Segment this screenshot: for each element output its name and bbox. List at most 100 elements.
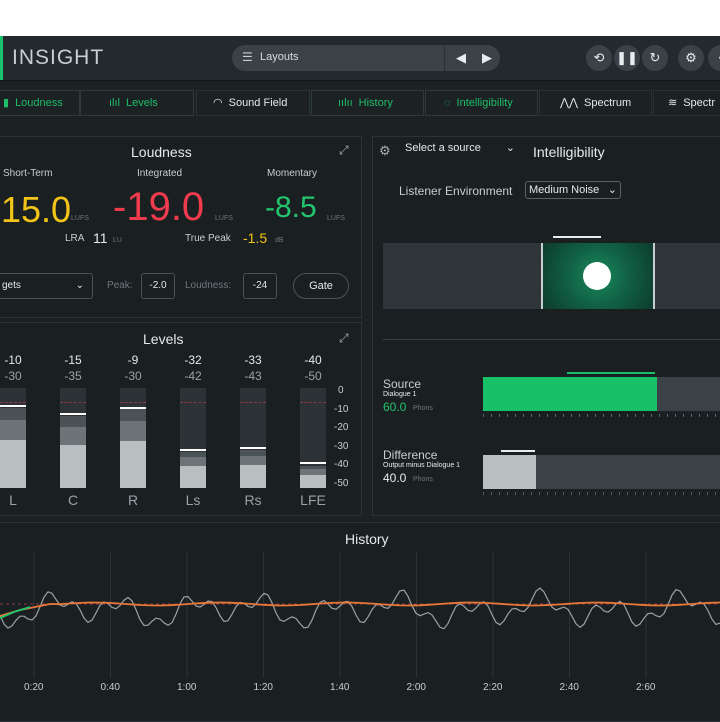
peak-label: Peak: (107, 280, 133, 291)
layouts-selector[interactable]: ☰ Layouts ◀ ▶ (232, 45, 500, 71)
channel-label: Rs (244, 492, 262, 508)
meter-fill-mid (240, 455, 266, 465)
meter-ls (180, 388, 206, 488)
integrated-label: Integrated (137, 168, 183, 179)
gate-button[interactable]: Gate (293, 273, 349, 299)
expand-icon[interactable]: ⤢ (339, 331, 349, 345)
channel-label: Ls (185, 492, 201, 508)
top-bar: INSIGHT ☰ Layouts ◀ ▶ ⟲ ❚❚ ↻ ⚙ • (0, 36, 720, 81)
pause-icon[interactable]: ❚❚ (614, 45, 640, 71)
chevron-down-icon: ⌄ (505, 142, 515, 154)
tab-label: Loudness (15, 97, 63, 109)
tab-history[interactable]: ıılıı History (311, 90, 424, 116)
next-layout-button[interactable]: ▶ (482, 50, 492, 65)
source-bar-fill (483, 377, 657, 411)
meter-rms-value: -30 (124, 369, 142, 383)
more-icon[interactable]: • (708, 45, 720, 71)
meter-peak-marker (180, 449, 206, 451)
source-select-label: Select a source (405, 142, 481, 154)
layouts-divider (444, 45, 445, 71)
listener-environment-dropdown[interactable]: Medium Noise ⌄ (525, 181, 621, 199)
scale-tick-label: -20 (334, 422, 349, 433)
difference-scale-ticks (483, 492, 720, 495)
tab-levels[interactable]: ılıl Levels (80, 90, 194, 116)
history-title: History (345, 531, 389, 547)
meter-peak-value: -32 (184, 353, 202, 367)
tab-label: History (358, 97, 393, 109)
meter-fill-top (240, 450, 266, 456)
meter-r (120, 388, 146, 488)
meter-fill-top (120, 409, 146, 421)
meter-peak-marker (60, 413, 86, 415)
lra-label: LRA (65, 233, 85, 244)
momentary-unit: LUFS (327, 215, 345, 222)
tab-loudness[interactable]: ▮ Loudness (0, 90, 80, 116)
source-bar-track (483, 377, 720, 411)
brand-accent (0, 36, 3, 80)
meter-peak-marker (0, 405, 26, 407)
tab-spectrogram[interactable]: ≋ Spectr (653, 90, 720, 116)
targets-dropdown[interactable]: gets ⌄ (0, 273, 93, 299)
gear-icon[interactable]: ⚙ (379, 143, 391, 158)
tab-spectrum[interactable]: ⋀⋀ Spectrum (539, 90, 652, 116)
meter-fill-top (60, 416, 86, 427)
meter-peak-marker (120, 407, 146, 409)
channel-label: LFE (300, 492, 326, 508)
levels-icon: ılıl (109, 97, 120, 109)
meter-rms-value: -50 (304, 369, 322, 383)
peak-input[interactable]: -2.0 (141, 273, 175, 299)
momentary-label: Momentary (267, 168, 318, 179)
headphones-icon: ◠ (213, 97, 223, 109)
meter-peak-value: -33 (244, 353, 262, 367)
history-time-label: 2:00 (406, 682, 426, 693)
meter-rms-value: -35 (64, 369, 82, 383)
sync-icon[interactable]: ↻ (642, 45, 668, 71)
tab-intelligibility[interactable]: ◌ Intelligibility (425, 90, 538, 116)
scale-tick-label: -10 (334, 403, 349, 415)
meter-fill (60, 445, 86, 488)
source-unit: Phons (413, 405, 433, 412)
bar-icon: ▮ (3, 97, 10, 109)
loudness-title: Loudness (131, 144, 192, 160)
tab-label: Spectr (683, 97, 716, 109)
loudness-target-input[interactable]: -24 (243, 273, 277, 299)
meter-target-line (60, 402, 86, 403)
meter-peak-value: -40 (304, 353, 322, 367)
meter-fill-top (180, 452, 206, 457)
meter-lfe (300, 388, 326, 488)
history-time-label: 1:20 (253, 682, 273, 693)
listener-environment-value: Medium Noise (529, 184, 600, 196)
layouts-label: Layouts (260, 51, 299, 63)
source-value: 60.0 (383, 400, 407, 414)
meter-target-line (300, 402, 326, 403)
true-peak-value: -1.5 (243, 230, 268, 246)
integrated-value: -19.0 (113, 185, 205, 229)
intelligibility-dot (583, 262, 611, 290)
meter-rms-value: -30 (4, 369, 22, 383)
source-select[interactable]: Select a source ⌄ (401, 139, 519, 159)
gear-icon[interactable]: ⚙ (678, 45, 704, 71)
meter-c (60, 388, 86, 488)
history-time-label: 1:00 (177, 682, 197, 693)
meter-peak-value: -9 (127, 353, 139, 367)
meter-peak-marker (300, 462, 326, 464)
difference-bar-fill (483, 455, 536, 489)
levels-title: Levels (143, 331, 184, 347)
meter-fill-mid (300, 469, 326, 475)
meter-fill-top (300, 466, 326, 469)
true-peak-unit: dB (275, 237, 284, 244)
history-time-label: 2:60 (636, 682, 656, 693)
divider (383, 339, 720, 340)
history-time-label: 0:20 (24, 682, 44, 693)
loudness-target-label: Loudness: (185, 280, 232, 291)
tab-sound-field[interactable]: ◠ Sound Field (196, 90, 310, 116)
chevron-down-icon: ⌄ (75, 280, 84, 291)
reset-icon[interactable]: ⟲ (586, 45, 612, 71)
meter-peak-marker (240, 447, 266, 449)
tab-label: Spectrum (584, 97, 632, 109)
lra-value: 11 (93, 230, 108, 246)
expand-icon[interactable]: ⤢ (339, 143, 349, 157)
difference-label: Difference (383, 448, 438, 462)
history-momentary-line (0, 587, 720, 630)
prev-layout-button[interactable]: ◀ (456, 50, 466, 65)
